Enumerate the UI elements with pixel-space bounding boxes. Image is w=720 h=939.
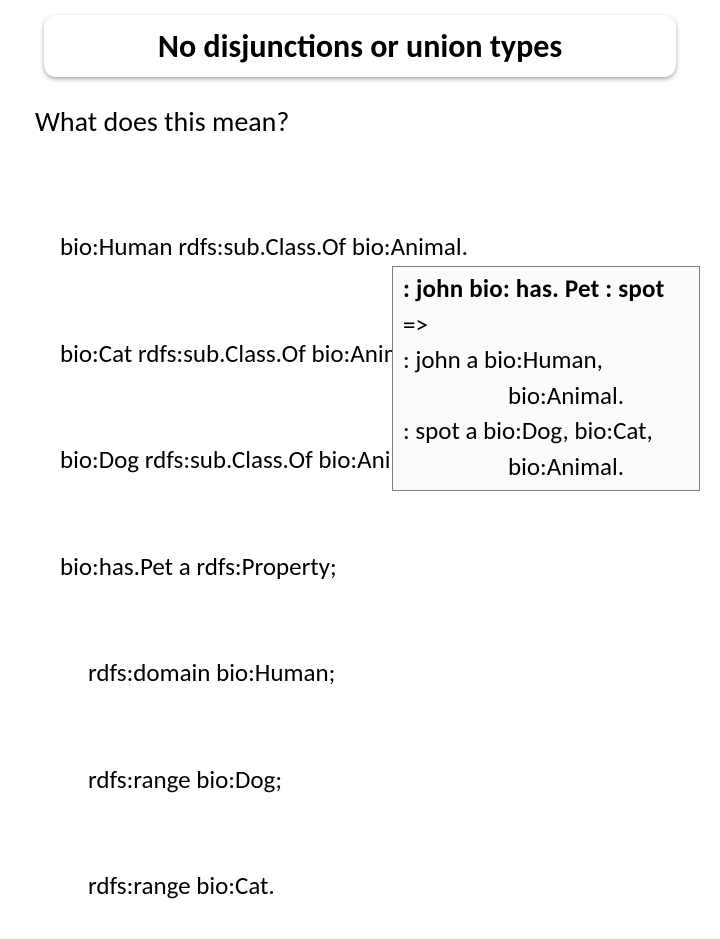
inference-line: bio:Animal. — [403, 378, 689, 414]
code-line: bio:Human rdfs:sub.Class.Of bio:Animal. — [60, 229, 468, 265]
title-banner: No disjunctions or union types — [44, 15, 676, 77]
subtitle: What does this mean? — [35, 104, 289, 139]
inference-line: : spot a bio:Dog, bio:Cat, — [403, 413, 689, 449]
inference-line: => — [403, 307, 689, 343]
code-line: rdfs:range bio:Dog; — [60, 762, 468, 798]
inference-line: : john a bio:Human, — [403, 342, 689, 378]
inference-box: : john bio: has. Pet : spot => : john a … — [392, 266, 700, 491]
code-line: bio:has.Pet a rdfs:Property; — [60, 549, 468, 585]
inference-line: bio:Animal. — [403, 449, 689, 485]
slide-title: No disjunctions or union types — [158, 27, 562, 66]
code-line: rdfs:domain bio:Human; — [60, 655, 468, 691]
code-line: rdfs:range bio:Cat. — [60, 868, 468, 904]
inference-header: : john bio: has. Pet : spot — [403, 271, 689, 307]
